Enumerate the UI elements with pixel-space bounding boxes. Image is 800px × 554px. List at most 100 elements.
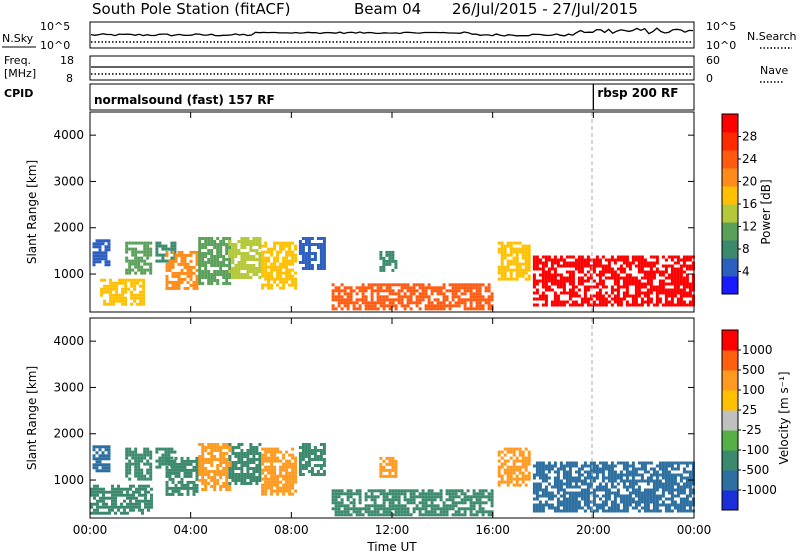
data-cell [168,477,172,481]
data-cell [515,256,519,260]
data-cell [264,465,268,469]
data-cell [478,301,482,305]
data-cell [436,286,440,290]
data-cell [616,494,620,498]
colorbar-label: 500 [742,363,765,377]
data-cell [604,482,608,486]
data-cell [192,483,196,487]
data-cell [129,487,132,491]
data-cell [649,476,653,480]
data-cell [553,258,557,262]
data-cell [367,301,371,305]
data-cell [294,471,298,475]
data-cell [538,294,542,298]
data-cell [631,461,635,465]
data-cell [646,261,650,265]
data-cell [509,480,513,484]
data-cell [204,479,208,482]
data-cell [604,270,608,274]
data-cell [165,480,169,484]
velocity-ylabel: Slant Range [km] [25,366,39,470]
data-cell [237,461,241,464]
data-cell [412,510,416,514]
data-cell [673,467,677,471]
data-cell [198,443,202,446]
data-cell [394,489,398,493]
data-cell [607,261,611,265]
data-cell [352,498,356,502]
data-cell [637,479,641,483]
data-cell [222,470,226,473]
data-cell [222,452,226,455]
data-cell [246,476,250,479]
data-cell [643,491,647,495]
data-cell [210,455,214,458]
data-cell [225,461,229,464]
data-cell [112,296,116,300]
data-cell [547,270,551,274]
data-cell [98,254,102,258]
data-cell [512,465,516,469]
data-cell [234,273,238,276]
data-cell [240,243,244,246]
data-cell [285,241,289,245]
x-tick-label: 00:00 [73,523,108,537]
data-cell [451,304,455,308]
data-cell [634,470,638,474]
data-cell [128,462,132,466]
data-cell [469,307,473,311]
data-cell [104,457,108,461]
data-cell [210,273,214,276]
data-cell [487,492,491,496]
data-cell [225,470,229,473]
data-cell [619,470,623,474]
data-cell [104,257,108,261]
data-cell [319,467,323,470]
data-cell [210,443,214,446]
data-cell [316,237,320,240]
data-cell [131,247,135,251]
data-cell [310,449,314,452]
data-cell [439,286,443,290]
data-cell [634,279,638,283]
data-cell [547,276,551,280]
data-cell [640,467,644,471]
data-cell [646,291,650,295]
data-cell [667,485,671,489]
data-cell [310,258,314,261]
data-cell [538,494,542,498]
data-cell [240,273,244,276]
data-cell [556,482,560,486]
data-cell [195,283,199,287]
data-cell [400,513,404,517]
data-cell [445,504,449,508]
data-cell [273,256,277,260]
data-cell [622,297,626,301]
data-cell [376,513,380,517]
data-cell [595,291,599,295]
data-cell [544,279,548,283]
data-cell [515,247,519,251]
data-cell [601,300,605,304]
data-cell [436,492,440,496]
data-cell [261,271,265,275]
data-cell [255,476,259,479]
data-cell [173,250,177,254]
data-cell [655,494,659,498]
data-cell [409,295,413,299]
data-cell [124,284,128,288]
data-cell [165,265,169,269]
data-cell [92,448,96,452]
data-cell [688,479,692,483]
data-cell [267,280,271,284]
data-cell [171,468,175,472]
data-cell [322,261,326,264]
data-cell [475,501,479,505]
data-cell [475,513,479,517]
data-cell [261,265,265,269]
data-cell [478,492,482,496]
data-cell [379,265,383,269]
data-cell [562,464,566,468]
data-cell [512,447,516,451]
data-cell [631,488,635,492]
